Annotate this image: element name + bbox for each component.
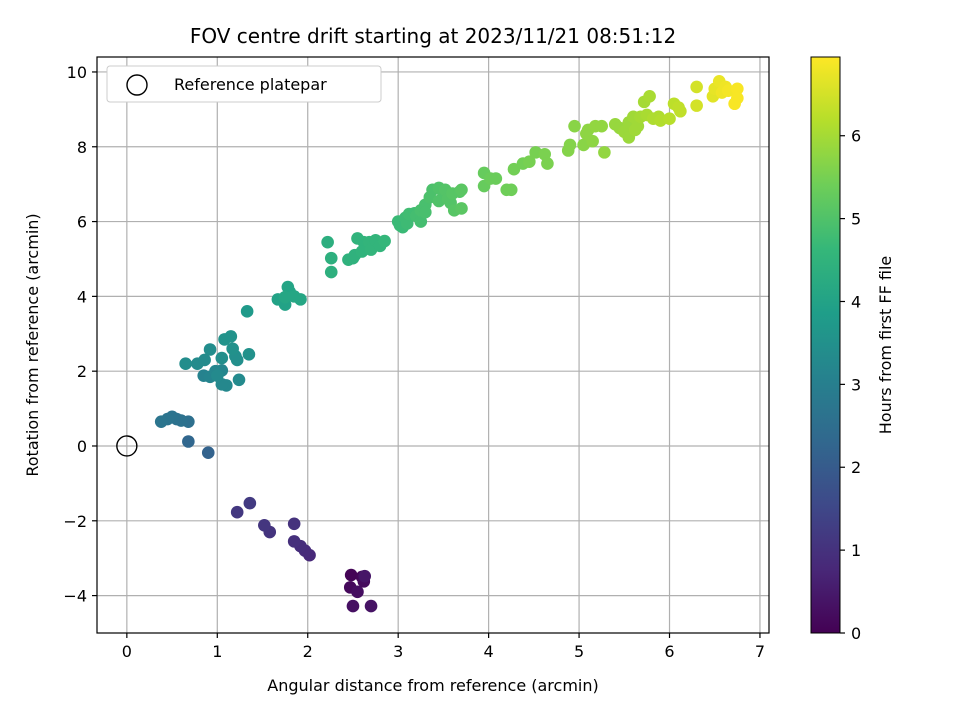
colorbar-tick-label: 3	[851, 375, 861, 394]
data-point	[568, 119, 581, 133]
data-point	[595, 119, 608, 133]
data-point	[586, 134, 599, 148]
data-point	[294, 293, 307, 306]
y-tick-label: −4	[63, 587, 87, 606]
data-point	[504, 183, 518, 197]
y-tick-label: 0	[77, 437, 87, 456]
data-point	[242, 348, 256, 361]
colorbar-tick-label: 6	[851, 127, 861, 146]
data-point	[563, 138, 577, 152]
data-point	[346, 599, 360, 613]
data-point	[455, 202, 468, 215]
data-point	[243, 496, 257, 510]
data-point	[414, 215, 428, 228]
data-point	[507, 162, 521, 176]
data-point	[324, 265, 338, 279]
y-axis-label: Rotation from reference (arcmin)	[23, 213, 42, 476]
y-tick-label: 4	[77, 287, 87, 306]
data-point	[154, 415, 168, 428]
data-point	[663, 112, 676, 126]
data-point	[358, 569, 372, 583]
data-point	[344, 568, 358, 582]
y-tick-label: 2	[77, 362, 87, 381]
data-point	[364, 599, 378, 613]
x-tick-label: 2	[303, 642, 313, 661]
data-point	[598, 146, 611, 159]
data-point	[690, 99, 703, 112]
data-point	[731, 82, 744, 96]
legend: Reference platepar	[106, 65, 382, 103]
colorbar-ticks: 0 1 2 3 4 5 6	[840, 127, 861, 643]
data-point	[643, 89, 656, 103]
data-point	[226, 342, 239, 356]
data-point	[201, 446, 215, 460]
data-points	[154, 75, 744, 613]
data-point	[400, 217, 414, 230]
colorbar-tick-label: 1	[851, 541, 861, 560]
legend-box	[106, 65, 382, 103]
data-point	[287, 535, 301, 548]
colorbar-tick-label: 5	[851, 210, 861, 229]
data-point	[351, 585, 364, 599]
data-point	[728, 97, 741, 111]
x-tick-label: 6	[664, 642, 674, 661]
x-tick-label: 5	[574, 642, 584, 661]
legend-label: Reference platepar	[174, 75, 327, 94]
data-point	[258, 518, 271, 532]
legend-marker-icon	[126, 74, 148, 96]
grid-lines	[97, 57, 769, 633]
data-point	[210, 369, 224, 382]
reference-platepar-marker	[116, 435, 138, 457]
colorbar-tick-label: 2	[851, 458, 861, 477]
data-point	[523, 155, 536, 169]
data-point	[240, 305, 254, 318]
colorbar-label: Hours from first FF file	[876, 256, 895, 435]
x-tick-label: 0	[122, 642, 132, 661]
colorbar-tick-label: 0	[851, 624, 861, 643]
data-point	[179, 357, 192, 371]
data-point	[224, 330, 238, 343]
plot-frame	[96, 56, 770, 634]
data-point	[378, 234, 391, 248]
data-point	[230, 505, 244, 519]
data-point	[203, 343, 217, 356]
data-point	[230, 353, 244, 367]
data-point	[541, 157, 554, 170]
data-point	[321, 235, 334, 249]
x-tick-label: 4	[484, 642, 494, 661]
data-point	[278, 290, 292, 304]
data-point	[690, 80, 703, 94]
y-tick-label: 6	[77, 213, 87, 232]
y-tick-label: −2	[63, 512, 87, 531]
x-tick-label: 3	[393, 642, 403, 661]
y-axis-ticks: −4 −2 0 2 4 6 8 10	[63, 63, 97, 606]
y-tick-label: 8	[77, 138, 87, 157]
data-point	[232, 373, 246, 387]
y-tick-label: 10	[67, 63, 87, 82]
data-point	[182, 435, 195, 448]
data-point	[674, 104, 687, 118]
x-tick-label: 1	[212, 642, 222, 661]
data-point	[324, 251, 338, 265]
colorbar: 0 1 2 3 4 5 6 Hours from first FF file	[810, 56, 895, 643]
data-point	[198, 353, 211, 367]
chart-title: FOV centre drift starting at 2023/11/21 …	[190, 24, 676, 48]
colorbar-gradient	[810, 56, 841, 634]
data-point	[455, 183, 468, 197]
data-point	[489, 172, 503, 185]
x-tick-label: 7	[755, 642, 765, 661]
data-point	[287, 517, 301, 531]
colorbar-tick-label: 4	[851, 292, 861, 311]
data-point	[419, 205, 432, 219]
data-point	[215, 351, 229, 365]
x-axis-ticks: 0 1 2 3 4 5 6 7	[122, 633, 765, 661]
x-axis-label: Angular distance from reference (arcmin)	[267, 676, 598, 695]
